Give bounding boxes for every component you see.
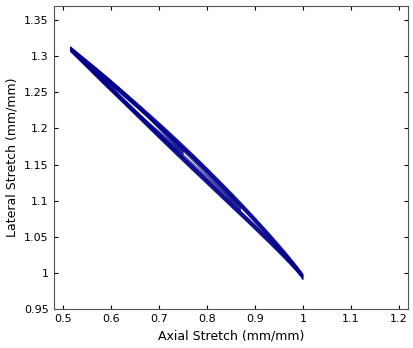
Y-axis label: Lateral Stretch (mm/mm): Lateral Stretch (mm/mm)	[5, 78, 19, 237]
X-axis label: Axial Stretch (mm/mm): Axial Stretch (mm/mm)	[157, 330, 304, 342]
